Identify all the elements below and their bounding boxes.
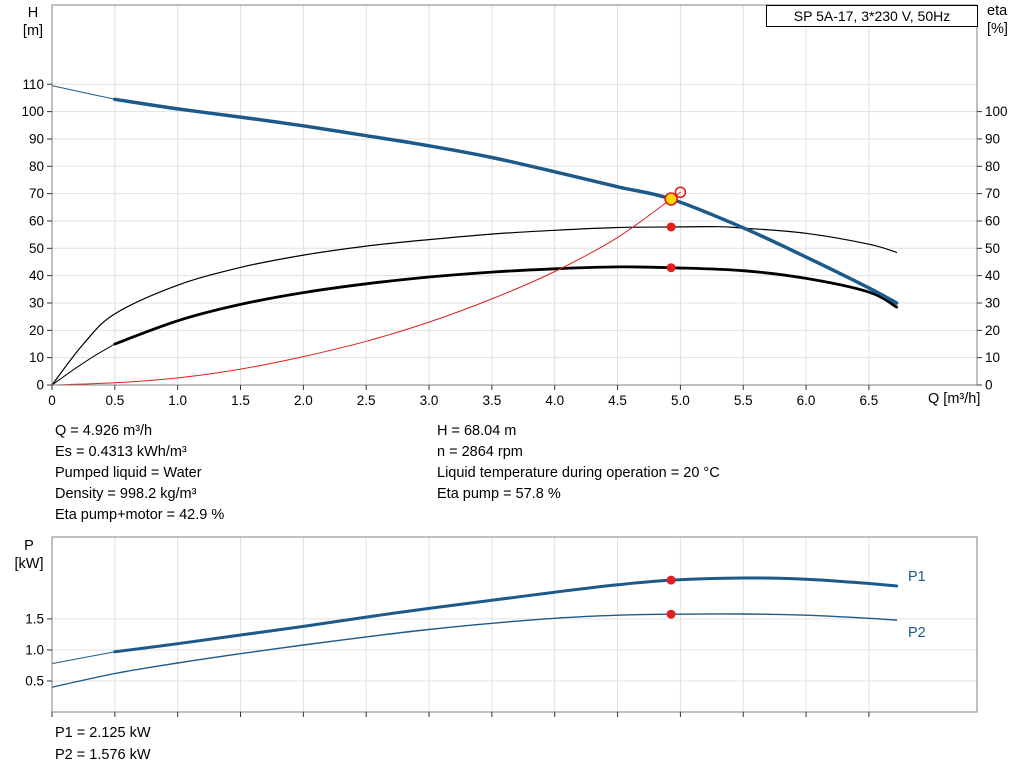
svg-text:80: 80 (29, 159, 44, 174)
svg-text:3.0: 3.0 (420, 393, 439, 408)
svg-text:5.5: 5.5 (734, 393, 753, 408)
duty-info-right-column: H = 68.04 m n = 2864 rpm Liquid temperat… (437, 421, 720, 505)
svg-text:110: 110 (22, 77, 44, 92)
p2-value: P2 = 1.576 kW (55, 747, 151, 763)
q-axis-label: Q [m³/h] (928, 391, 981, 407)
info-pumped-liquid: Pumped liquid = Water (55, 465, 202, 481)
p1-curve-label: P1 (908, 569, 926, 585)
svg-text:6.5: 6.5 (860, 393, 879, 408)
svg-text:0: 0 (985, 378, 993, 393)
svg-text:80: 80 (985, 159, 1000, 174)
p-axis-label: P [kW] (14, 538, 44, 572)
svg-text:1.5: 1.5 (25, 611, 44, 626)
p2-curve-label: P2 (908, 625, 926, 641)
info-eta-pump: Eta pump = 57.8 % (437, 486, 561, 502)
svg-text:5.0: 5.0 (671, 393, 690, 408)
power-values: P1 = 2.125 kW P2 = 1.576 kW (55, 722, 151, 766)
qh-eta-chart: 0 0.5 1.0 1.5 2.0 2.5 3.0 3.5 4.0 4.5 5.0 5.5 6.0 6.5… (21, 4, 1008, 408)
svg-text:70: 70 (985, 186, 1000, 201)
svg-text:2.5: 2.5 (357, 393, 376, 408)
svg-text:30: 30 (985, 295, 1000, 310)
info-density: Density = 998.2 kg/m³ (55, 486, 197, 502)
svg-text:100: 100 (21, 104, 44, 119)
svg-text:4.5: 4.5 (608, 393, 627, 408)
svg-text:4.0: 4.0 (545, 393, 564, 408)
svg-text:0.5: 0.5 (105, 393, 124, 408)
info-eta-pump-motor: Eta pump+motor = 42.9 % (55, 507, 225, 523)
svg-text:60: 60 (29, 213, 44, 228)
svg-text:3.5: 3.5 (482, 393, 501, 408)
svg-text:10: 10 (29, 350, 44, 365)
svg-text:0: 0 (36, 378, 44, 393)
svg-text:20: 20 (985, 323, 1000, 338)
svg-text:50: 50 (985, 241, 1000, 256)
svg-text:60: 60 (985, 213, 1000, 228)
svg-text:50: 50 (29, 241, 44, 256)
svg-text:2.0: 2.0 (294, 393, 313, 408)
duty-info-left-column: Q = 4.926 m³/h Es = 0.4313 kWh/m³ Pumped… (55, 421, 224, 526)
p1-value: P1 = 2.125 kW (55, 725, 151, 741)
power-chart: 0.5 1.0 1.5 (25, 536, 978, 717)
svg-text:40: 40 (985, 268, 1000, 283)
svg-text:40: 40 (29, 268, 44, 283)
svg-text:90: 90 (985, 131, 1000, 146)
eta-axis-label: eta [%] (987, 3, 1008, 37)
svg-text:70: 70 (29, 186, 44, 201)
info-speed: n = 2864 rpm (437, 444, 523, 460)
info-head: H = 68.04 m (437, 423, 517, 439)
svg-text:1.0: 1.0 (168, 393, 187, 408)
svg-text:20: 20 (29, 323, 44, 338)
svg-text:0: 0 (48, 393, 56, 408)
svg-text:1.0: 1.0 (25, 642, 44, 657)
svg-text:10: 10 (985, 350, 1000, 365)
svg-text:100: 100 (985, 104, 1008, 119)
info-flow: Q = 4.926 m³/h (55, 423, 153, 439)
info-liquid-temperature: Liquid temperature during operation = 20… (437, 465, 720, 481)
svg-text:0.5: 0.5 (25, 673, 44, 688)
svg-text:1.5: 1.5 (231, 393, 250, 408)
h-axis-label: H [m] (22, 5, 44, 39)
svg-text:30: 30 (29, 295, 44, 310)
info-specific-energy: Es = 0.4313 kWh/m³ (55, 444, 187, 460)
pump-model-box: SP 5A-17, 3*230 V, 50Hz (766, 5, 978, 27)
svg-text:6.0: 6.0 (797, 393, 816, 408)
svg-text:90: 90 (29, 131, 44, 146)
